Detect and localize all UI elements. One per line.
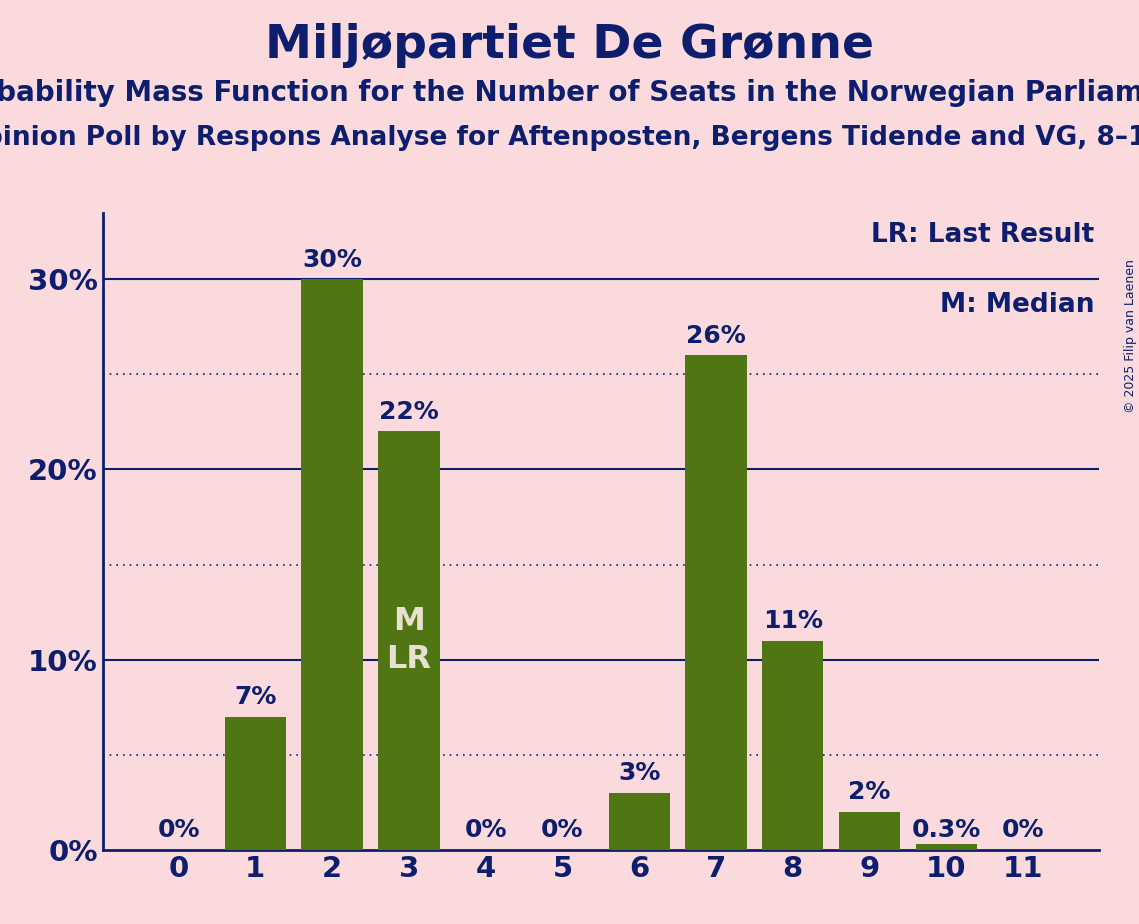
Text: Based on an Opinion Poll by Respons Analyse for Aftenposten, Bergens Tidende and: Based on an Opinion Poll by Respons Anal… xyxy=(0,125,1139,151)
Text: 0%: 0% xyxy=(157,819,199,843)
Text: 22%: 22% xyxy=(379,400,439,424)
Text: Miljøpartiet De Grønne: Miljøpartiet De Grønne xyxy=(265,23,874,68)
Bar xyxy=(762,640,823,850)
Bar xyxy=(224,717,286,850)
Bar xyxy=(378,432,440,850)
Text: 0%: 0% xyxy=(1002,819,1044,843)
Text: 0.3%: 0.3% xyxy=(911,819,981,843)
Text: 7%: 7% xyxy=(235,686,277,710)
Bar xyxy=(608,793,670,850)
Bar xyxy=(302,279,363,850)
Text: 26%: 26% xyxy=(686,323,746,347)
Text: Probability Mass Function for the Number of Seats in the Norwegian Parliament: Probability Mass Function for the Number… xyxy=(0,79,1139,106)
Bar xyxy=(686,355,747,850)
Text: 11%: 11% xyxy=(763,609,822,633)
Text: 0%: 0% xyxy=(541,819,583,843)
Text: 3%: 3% xyxy=(618,761,661,785)
Text: 30%: 30% xyxy=(302,248,362,272)
Text: LR: Last Result: LR: Last Result xyxy=(871,222,1095,248)
Bar xyxy=(916,845,977,850)
Text: M: Median: M: Median xyxy=(940,292,1095,318)
Text: 2%: 2% xyxy=(849,781,891,805)
Text: M
LR: M LR xyxy=(386,606,432,675)
Bar xyxy=(838,812,900,850)
Text: © 2025 Filip van Laenen: © 2025 Filip van Laenen xyxy=(1124,259,1137,413)
Text: 0%: 0% xyxy=(465,819,507,843)
